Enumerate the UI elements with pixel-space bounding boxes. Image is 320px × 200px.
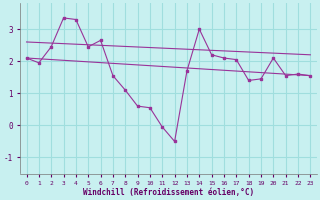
X-axis label: Windchill (Refroidissement éolien,°C): Windchill (Refroidissement éolien,°C): [83, 188, 254, 197]
